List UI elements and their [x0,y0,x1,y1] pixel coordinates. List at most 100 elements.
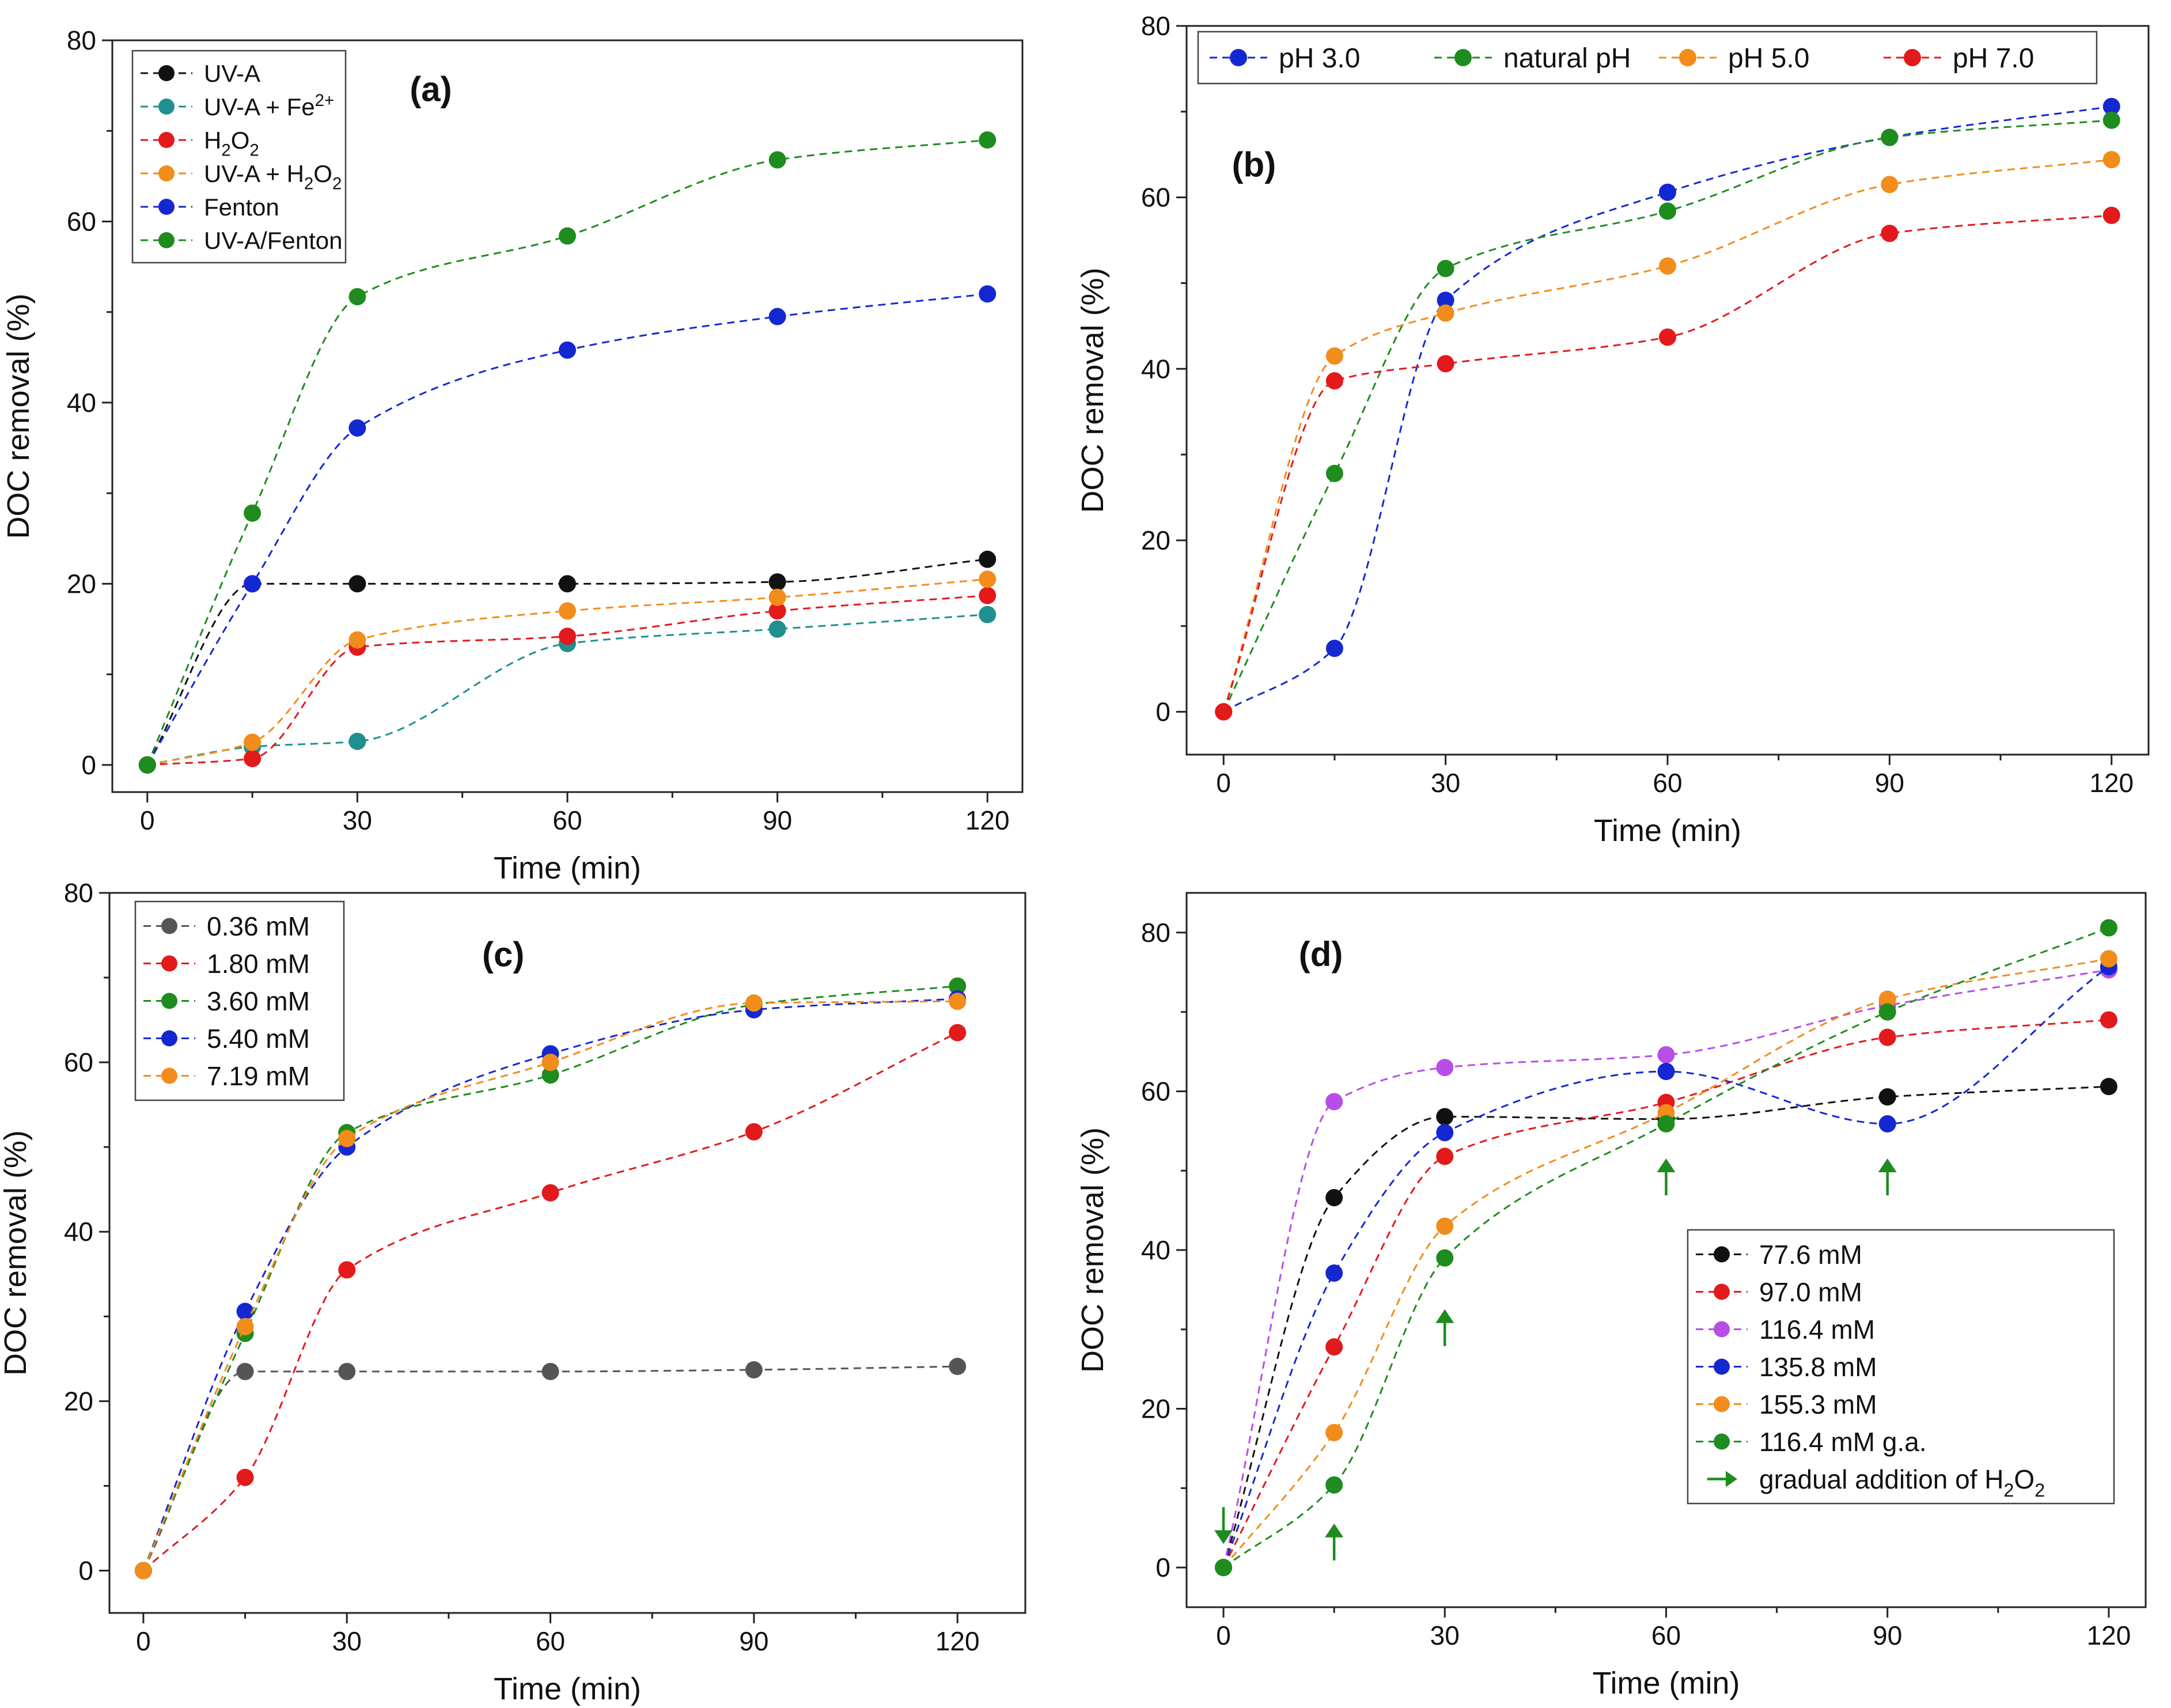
panel-label: (d) [1299,935,1343,974]
series-line [1222,158,2112,713]
legend-item-5-40-mm: 5.40 mM [143,1024,310,1054]
legend-marker [158,232,175,248]
series-line [1222,965,2109,1568]
data-point [979,550,997,568]
y-tick-label: 80 [64,878,93,908]
legend-label: 3.60 mM [207,986,310,1016]
legend-label: 0.36 mM [207,911,310,941]
legend-item-natural-ph: natural pH [1434,43,1631,74]
y-tick-label: 0 [81,750,96,780]
data-point [1659,328,1676,346]
y-tick-label: 60 [64,1047,93,1077]
legend-label: 116.4 mM [1759,1315,1875,1345]
legend-item-155-3-mm: 155.3 mM [1696,1389,1877,1419]
legend-marker [1230,49,1247,66]
y-axis-title: DOC removal (%) [1075,267,1110,513]
series-0-36-mm [134,1358,967,1580]
legend-marker [1714,1433,1730,1450]
panel-b: 0 30 60 90 120 0 20 40 60 80 Time (min) DOC removal… [1075,11,2150,848]
data-point [1659,202,1676,220]
legend-item-1-80-mm: 1.80 mM [143,949,310,979]
data-point [138,756,156,774]
data-point [1436,1108,1454,1126]
data-point [2100,1011,2117,1029]
legend-marker [1714,1246,1730,1263]
data-point [1659,183,1676,201]
legend-item-ph-3-0: pH 3.0 [1210,43,1360,74]
y-tick-label: 0 [1155,1552,1170,1582]
y-tick-label: 40 [67,388,96,418]
data-point [2100,1078,2117,1096]
arrow-head [1435,1309,1454,1323]
data-point [559,575,576,593]
y-tick-label: 0 [1155,697,1170,727]
data-point [949,1358,967,1376]
data-point [2102,97,2120,115]
legend-label: pH 3.0 [1279,43,1360,74]
data-point [768,308,786,325]
series-line [1222,119,2112,713]
legend-marker [161,993,177,1009]
series-line [1222,969,2109,1568]
legend-item-0-36-mm: 0.36 mM [143,911,310,941]
x-tick-label: 30 [343,805,372,835]
legend-marker [161,955,177,972]
data-point [338,1261,356,1279]
panel-label: (b) [1232,145,1276,184]
data-point [768,602,786,620]
legend-label: 155.3 mM [1759,1389,1877,1419]
y-tick-label: 80 [67,25,96,55]
legend-item-uv-a: UV-A [141,60,260,87]
data-point [1436,1217,1454,1235]
data-point [949,993,967,1010]
legend-box [1197,31,2098,85]
x-tick-label: 60 [1651,1620,1681,1650]
legend-label: pH 5.0 [1728,43,1809,74]
data-point [768,573,786,591]
legend-label: UV-A [204,60,260,87]
x-tick-label: 30 [332,1626,362,1656]
data-point [1437,260,1454,278]
legend-item-135-8-mm: 135.8 mM [1696,1352,1877,1382]
legend-item-77-6-mm: 77.6 mM [1696,1240,1862,1270]
data-point [541,1066,559,1084]
y-tick-label: 60 [67,206,96,236]
legend-item-uv-a-h2o2: UV-A + H2O2 [141,160,342,194]
data-point [1878,1028,1896,1046]
legend-marker [158,99,175,115]
x-tick-label: 0 [1216,1620,1231,1650]
x-axis-title: Time (min) [1594,813,1741,848]
x-tick-label: 30 [1431,768,1460,798]
data-point [2102,206,2120,224]
legend-marker [158,165,175,181]
data-point [1437,304,1454,322]
data-point [1436,1124,1454,1142]
arrow-head [1657,1158,1676,1172]
legend-label: 135.8 mM [1759,1352,1877,1382]
legend-marker [1714,1283,1730,1300]
data-point [1436,1147,1454,1165]
legend-item-gradual-addition: gradual addition of H2O2 [1707,1464,2045,1501]
series-line [142,1000,958,1571]
data-point [1881,176,1899,194]
data-point [541,1362,559,1380]
legend-marker [1904,49,1921,66]
h2o2-addition-arrow-icon [1878,1158,1897,1195]
data-point [745,1123,763,1141]
data-point [348,575,366,593]
series-line [1222,214,2112,713]
data-point [979,605,997,623]
series-line [142,1365,958,1571]
x-tick-label: 90 [763,805,792,835]
legend-item-7-19-mm: 7.19 mM [143,1061,310,1091]
h2o2-addition-arrow-icon [1325,1523,1344,1561]
data-point [559,627,576,645]
series-natural-ph [1215,111,2120,721]
y-tick-label: 40 [64,1217,93,1247]
series-line [146,139,988,766]
series-ph-7-0 [1215,206,2120,721]
data-point [348,419,366,437]
legend-marker [158,132,175,148]
y-tick-label: 20 [67,569,96,599]
data-point [1881,128,1899,146]
